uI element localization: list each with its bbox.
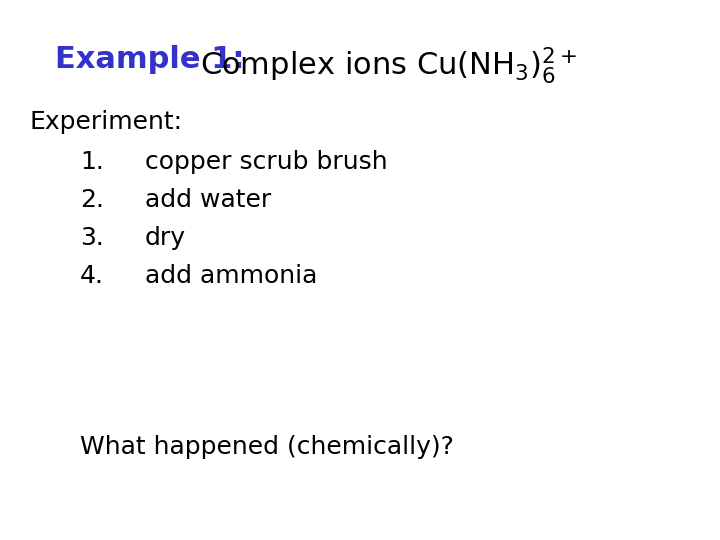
Text: 3.: 3. xyxy=(80,226,104,250)
Text: What happened (chemically)?: What happened (chemically)? xyxy=(80,435,454,459)
Text: dry: dry xyxy=(145,226,186,250)
Text: add ammonia: add ammonia xyxy=(145,264,318,288)
Text: Experiment:: Experiment: xyxy=(30,110,183,134)
Text: Example 1:: Example 1: xyxy=(55,45,245,74)
Text: 2.: 2. xyxy=(80,188,104,212)
Text: copper scrub brush: copper scrub brush xyxy=(145,150,387,174)
Text: Complex ions $\mathregular{Cu(NH_3)_6^{2+}}$: Complex ions $\mathregular{Cu(NH_3)_6^{2… xyxy=(200,45,577,86)
Text: 4.: 4. xyxy=(80,264,104,288)
Text: add water: add water xyxy=(145,188,271,212)
Text: 1.: 1. xyxy=(80,150,104,174)
